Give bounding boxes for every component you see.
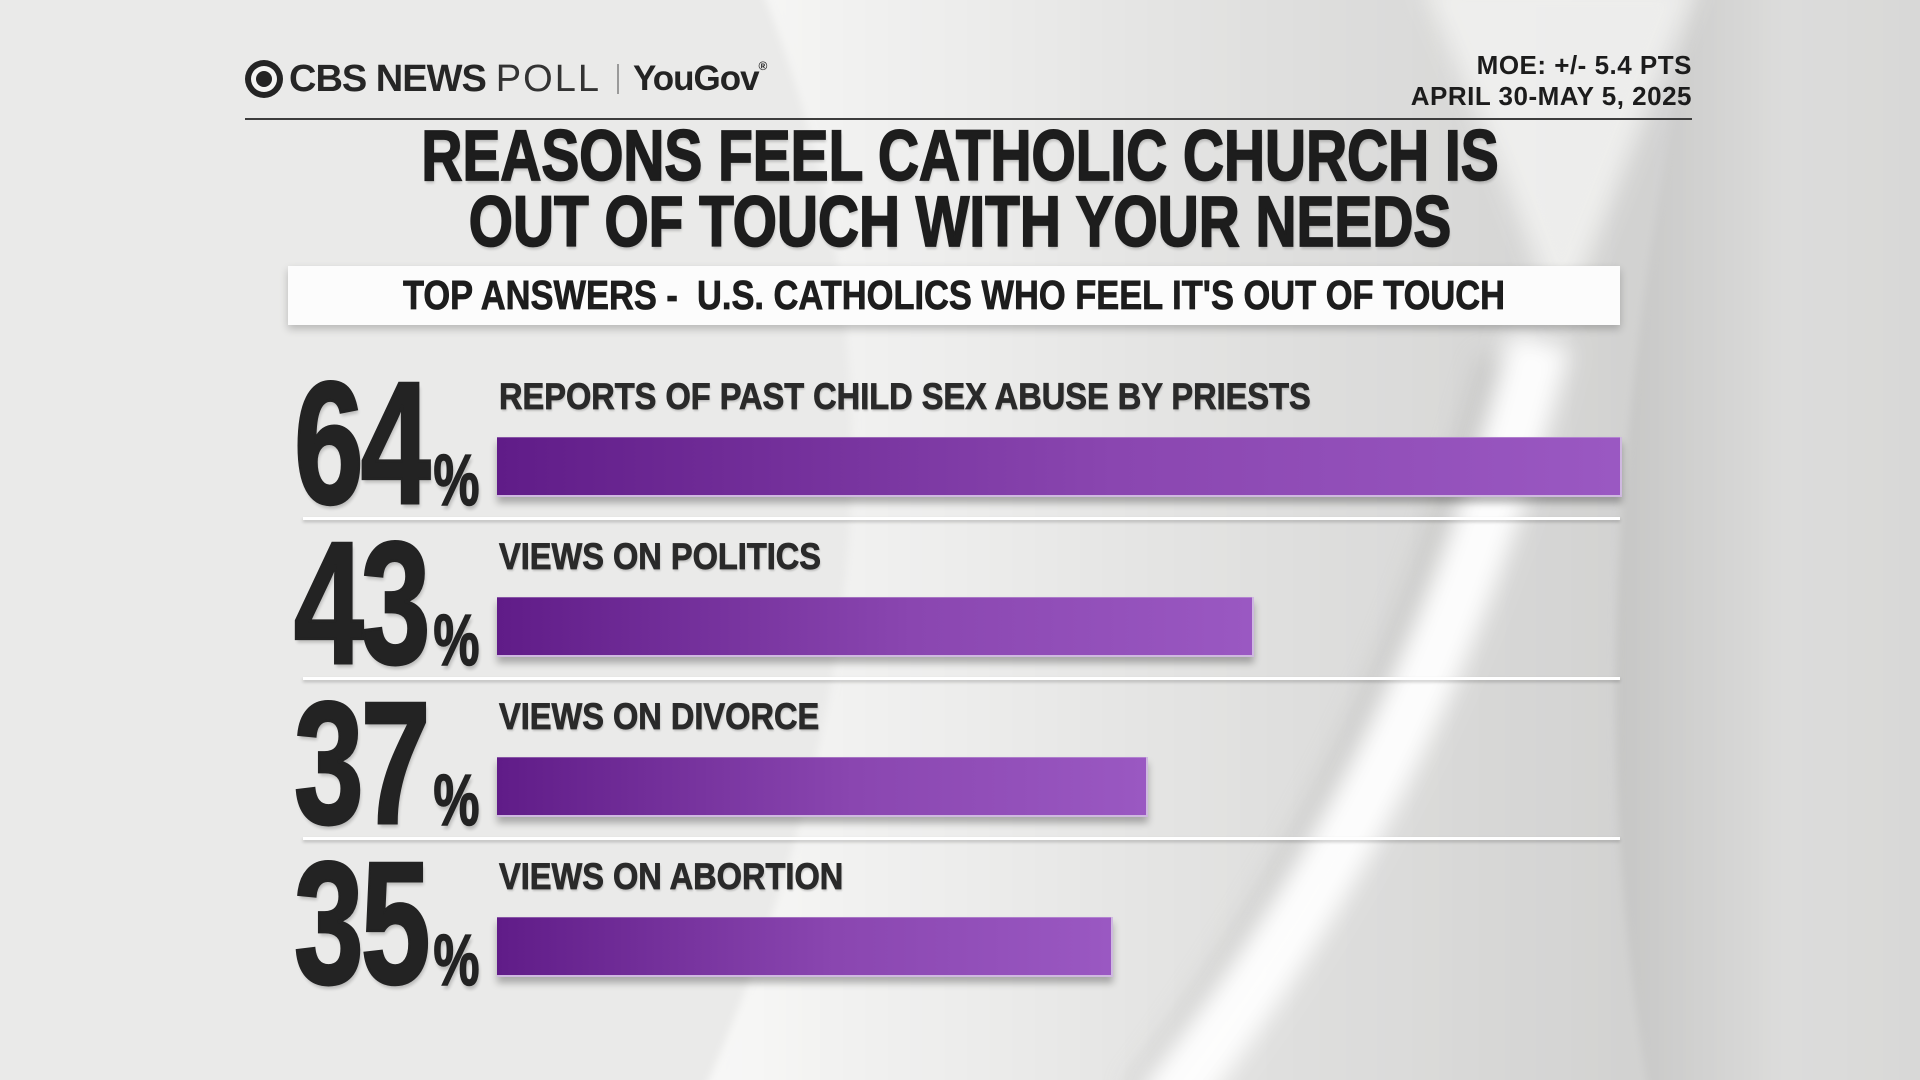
bar [497, 437, 1622, 497]
bar [497, 597, 1254, 657]
value-label: 64 % [293, 344, 480, 540]
cbs-news-wordmark: CBS NEWS [289, 57, 487, 100]
percent-sign: % [433, 601, 480, 682]
logo-divider [616, 64, 619, 94]
bar-chart: 64 % REPORTS OF PAST CHILD SEX ABUSE BY … [0, 344, 1920, 1020]
percent-sign: % [433, 921, 480, 1002]
chart-row: 43 % VIEWS ON POLITICS [0, 504, 1920, 700]
source-logo: CBS NEWS POLL YouGov® [245, 57, 768, 101]
chart-title: REASONS FEEL CATHOLIC CHURCH IS OUT OF T… [0, 117, 1920, 262]
row-separator [303, 517, 1620, 520]
value-label: 37 % [293, 664, 480, 860]
yougov-wordmark: YouGov® [632, 59, 768, 98]
row-separator [303, 677, 1620, 680]
value-number: 37 [293, 664, 432, 860]
row-separator [303, 837, 1620, 840]
subtitle-strip: TOP ANSWERS - U.S. CATHOLICS WHO FEEL IT… [288, 266, 1620, 325]
chart-row: 37 % VIEWS ON DIVORCE [0, 664, 1920, 860]
percent-sign: % [433, 441, 480, 522]
category-label: VIEWS ON POLITICS [499, 536, 822, 578]
value-number: 43 [293, 504, 432, 700]
category-label: VIEWS ON DIVORCE [499, 696, 820, 738]
cbs-eye-icon [245, 60, 283, 98]
category-label: REPORTS OF PAST CHILD SEX ABUSE BY PRIES… [499, 376, 1311, 418]
title-line-2: OUT OF TOUCH WITH YOUR NEEDS [468, 183, 1452, 262]
bar [497, 917, 1113, 977]
poll-wordmark: POLL [495, 57, 601, 100]
category-label: VIEWS ON ABORTION [499, 856, 844, 898]
chart-row: 35 % VIEWS ON ABORTION [0, 824, 1920, 1020]
bar [497, 757, 1148, 817]
value-label: 43 % [293, 504, 480, 700]
registered-trademark: ® [758, 59, 768, 73]
chart-subtitle: TOP ANSWERS - U.S. CATHOLICS WHO FEEL IT… [402, 272, 1506, 319]
value-number: 35 [293, 824, 432, 1020]
value-label: 35 % [293, 824, 480, 1020]
value-number: 64 [293, 344, 432, 540]
header-rule [245, 118, 1692, 120]
moe-line: MOE: +/- 5.4 PTS [1476, 50, 1692, 80]
date-range: APRIL 30-MAY 5, 2025 [1410, 81, 1692, 111]
chart-row: 64 % REPORTS OF PAST CHILD SEX ABUSE BY … [0, 344, 1920, 540]
percent-sign: % [433, 761, 480, 842]
methodology-note: MOE: +/- 5.4 PTS APRIL 30-MAY 5, 2025 [1411, 50, 1692, 112]
title-line-1: REASONS FEEL CATHOLIC CHURCH IS [421, 117, 1500, 196]
